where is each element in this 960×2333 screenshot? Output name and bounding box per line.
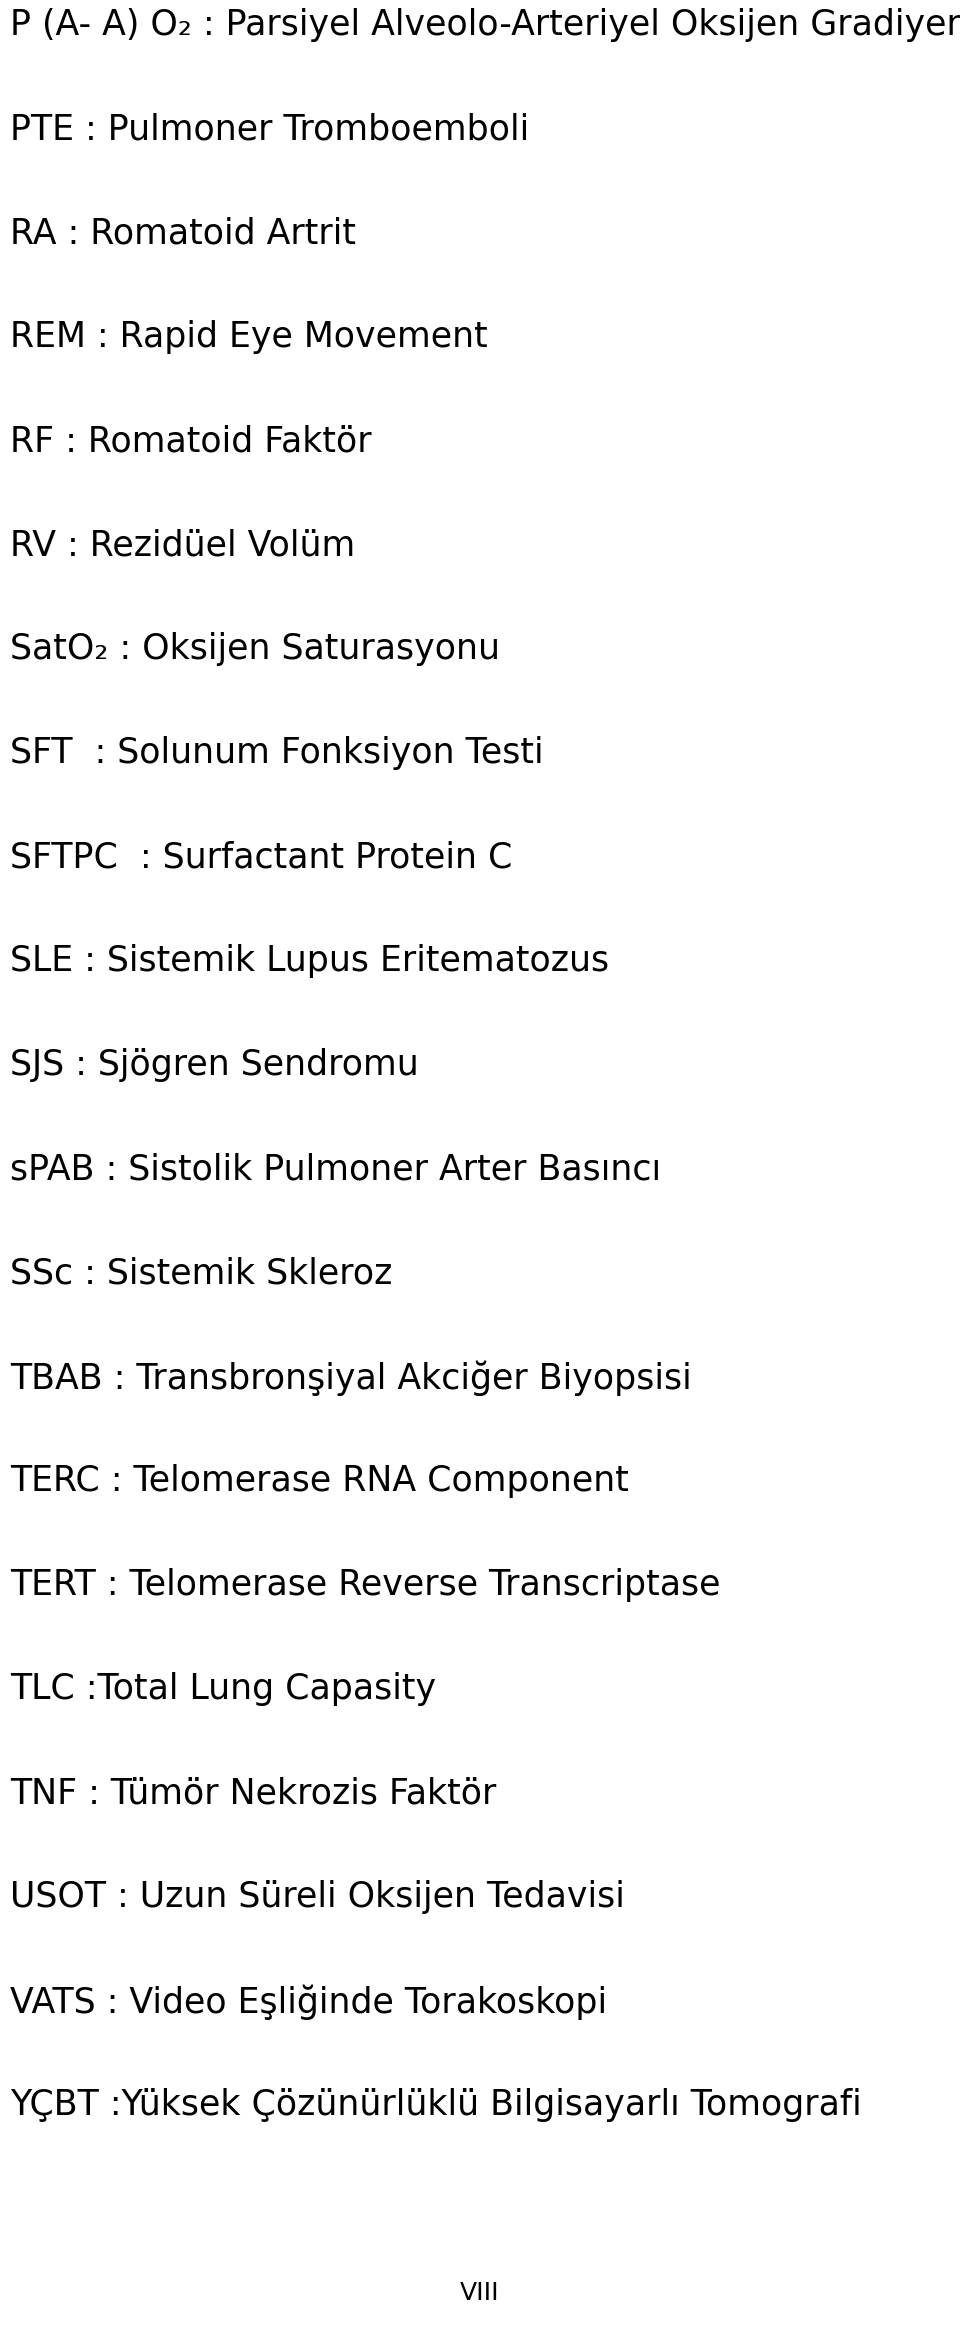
Text: VATS : Video Eşliğinde Torakoskopi: VATS : Video Eşliğinde Torakoskopi [10,1983,607,2020]
Text: TNF : Tümör Nekrozis Faktör: TNF : Tümör Nekrozis Faktör [10,1775,496,1810]
Text: RV : Rezidüel Volüm: RV : Rezidüel Volüm [10,527,355,562]
Text: YÇBT :Yüksek Çözünürlüklü Bilgisayarlı Tomografi: YÇBT :Yüksek Çözünürlüklü Bilgisayarlı T… [10,2088,862,2123]
Text: P (A- A) O₂ : Parsiyel Alveolo-Arteriyel Oksijen Gradiyenti: P (A- A) O₂ : Parsiyel Alveolo-Arteriyel… [10,7,960,42]
Text: TERT : Telomerase Reverse Transcriptase: TERT : Telomerase Reverse Transcriptase [10,1568,721,1603]
Text: SatO₂ : Oksijen Saturasyonu: SatO₂ : Oksijen Saturasyonu [10,632,500,665]
Text: TLC :Total Lung Capasity: TLC :Total Lung Capasity [10,1673,436,1705]
Text: sPAB : Sistolik Pulmoner Arter Basıncı: sPAB : Sistolik Pulmoner Arter Basıncı [10,1153,661,1185]
Text: TERC : Telomerase RNA Component: TERC : Telomerase RNA Component [10,1465,629,1498]
Text: SSc : Sistemik Skleroz: SSc : Sistemik Skleroz [10,1255,393,1290]
Text: RA : Romatoid Artrit: RA : Romatoid Artrit [10,217,356,250]
Text: RF : Romatoid Faktör: RF : Romatoid Faktör [10,425,372,457]
Text: TBAB : Transbronşiyal Akciğer Biyopsisi: TBAB : Transbronşiyal Akciğer Biyopsisi [10,1360,692,1395]
Text: SLE : Sistemik Lupus Eritematozus: SLE : Sistemik Lupus Eritematozus [10,945,610,978]
Text: SJS : Sjögren Sendromu: SJS : Sjögren Sendromu [10,1048,419,1083]
Text: SFTPC  : Surfactant Protein C: SFTPC : Surfactant Protein C [10,840,513,875]
Text: USOT : Uzun Süreli Oksijen Tedavisi: USOT : Uzun Süreli Oksijen Tedavisi [10,1880,625,1913]
Text: SFT  : Solunum Fonksiyon Testi: SFT : Solunum Fonksiyon Testi [10,735,543,770]
Text: PTE : Pulmoner Tromboemboli: PTE : Pulmoner Tromboemboli [10,112,529,147]
Text: VIII: VIII [460,2282,500,2305]
Text: REM : Rapid Eye Movement: REM : Rapid Eye Movement [10,320,488,355]
